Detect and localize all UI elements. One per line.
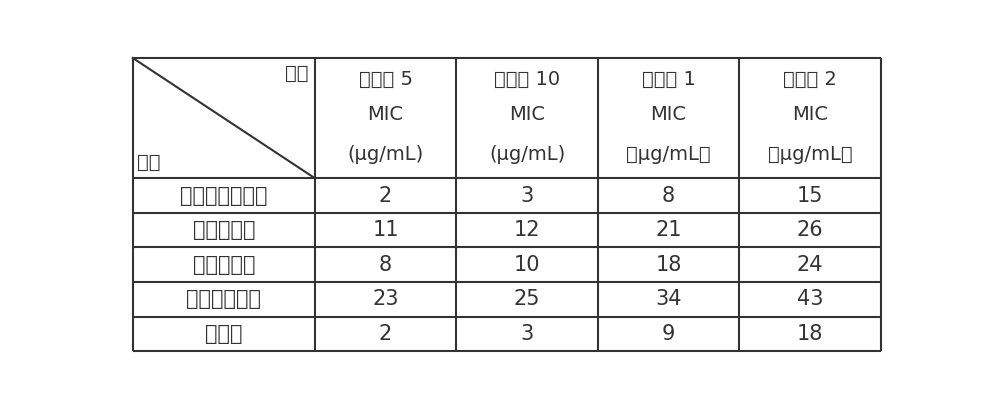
Text: （μg/mL）: （μg/mL） [768,145,852,164]
Text: 药品: 药品 [285,64,309,83]
Text: 8: 8 [662,185,675,205]
Text: 43: 43 [797,289,823,309]
Text: 对照药 1: 对照药 1 [642,70,695,89]
Text: 3: 3 [520,324,534,344]
Text: (μg/mL): (μg/mL) [489,145,565,164]
Text: 10: 10 [514,255,540,275]
Text: 金黄色葡萄球菌: 金黄色葡萄球菌 [180,185,268,205]
Text: 25: 25 [514,289,540,309]
Text: MIC: MIC [792,105,828,124]
Text: 铜绶假单胞菌: 铜绶假单胞菌 [186,289,261,309]
Text: 23: 23 [372,289,399,309]
Text: 9: 9 [662,324,675,344]
Text: MIC: MIC [509,105,545,124]
Text: 2: 2 [379,185,392,205]
Text: 产气拟杆菌: 产气拟杆菌 [193,255,255,275]
Text: 21: 21 [655,220,682,240]
Text: 15: 15 [797,185,823,205]
Text: 18: 18 [797,324,823,344]
Text: MIC: MIC [368,105,404,124]
Text: 34: 34 [655,289,682,309]
Text: 对照药 2: 对照药 2 [783,70,837,89]
Text: 11: 11 [372,220,399,240]
Text: 变形菌: 变形菌 [205,324,243,344]
Text: 3: 3 [520,185,534,205]
Text: 实施例 10: 实施例 10 [494,70,560,89]
Text: 实施例 5: 实施例 5 [359,70,413,89]
Text: 细菌: 细菌 [137,153,160,172]
Text: (μg/mL): (μg/mL) [347,145,424,164]
Text: 8: 8 [379,255,392,275]
Text: 24: 24 [797,255,823,275]
Text: 26: 26 [797,220,823,240]
Text: 12: 12 [514,220,540,240]
Text: 2: 2 [379,324,392,344]
Text: MIC: MIC [650,105,686,124]
Text: 肺炎锹球菌: 肺炎锹球菌 [193,220,255,240]
Text: 18: 18 [655,255,682,275]
Text: （μg/mL）: （μg/mL） [626,145,711,164]
